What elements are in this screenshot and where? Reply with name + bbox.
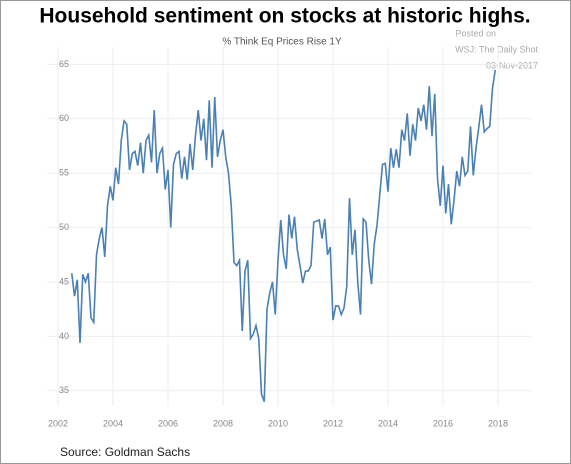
x-tick-label: 2004 bbox=[103, 418, 123, 428]
annotation: 03-Nov-2017 bbox=[486, 60, 538, 70]
x-tick-label: 2002 bbox=[48, 418, 68, 428]
x-tick-label: 2010 bbox=[268, 418, 288, 428]
x-tick-label: 2014 bbox=[378, 418, 398, 428]
y-tick-label: 50 bbox=[59, 222, 69, 232]
y-tick-label: 65 bbox=[59, 59, 69, 69]
y-tick-label: 45 bbox=[59, 276, 69, 286]
chart-subtitle: % Think Eq Prices Rise 1Y bbox=[222, 37, 342, 48]
line bbox=[70, 69, 497, 402]
x-tick-label: 2008 bbox=[213, 418, 233, 428]
y-tick-label: 60 bbox=[59, 113, 69, 123]
annotation: Posted on bbox=[455, 28, 496, 38]
annotation: WSJ: The Daily Shot bbox=[455, 44, 538, 54]
chart-title: Household sentiment on stocks at histori… bbox=[39, 5, 530, 28]
y-tick-label: 40 bbox=[59, 331, 69, 341]
x-tick-label: 2006 bbox=[158, 418, 178, 428]
y-tick-label: 35 bbox=[59, 385, 69, 395]
source: Source: Goldman Sachs bbox=[60, 445, 190, 459]
x-tick-label: 2012 bbox=[323, 418, 343, 428]
x-tick-label: 2018 bbox=[488, 418, 508, 428]
x-tick-label: 2016 bbox=[433, 418, 453, 428]
y-tick-label: 55 bbox=[59, 168, 69, 178]
